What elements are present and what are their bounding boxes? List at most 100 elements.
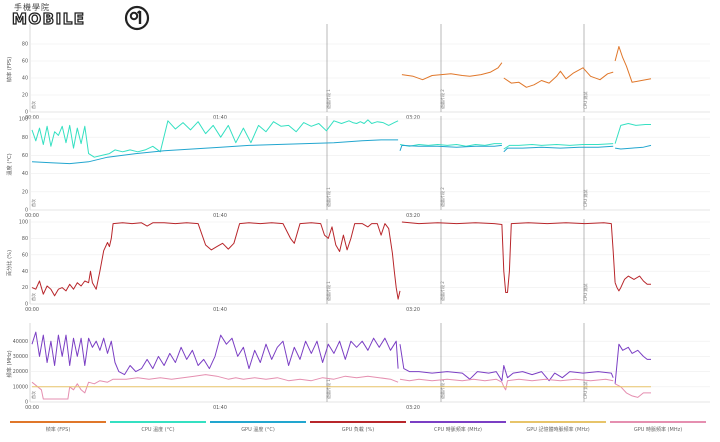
x-tick-label: 01:40	[213, 405, 227, 411]
series-line-gpu_freq	[614, 383, 651, 398]
legend-swatch	[510, 421, 606, 423]
y-axis-label: 溫度 (°C)	[5, 153, 13, 175]
series-line-cpu_temp	[614, 123, 651, 144]
legend-label: GPU 溫度 (°C)	[241, 427, 275, 433]
series-line-cpu_freq	[614, 343, 651, 384]
x-tick-label: 01:40	[213, 115, 227, 121]
watermark-subtitle: 手機學院	[14, 3, 50, 12]
phase-annotation: 首次	[30, 293, 36, 301]
y-tick-label: 80	[22, 135, 28, 141]
phase-annotation: 遊戲片段 1	[325, 187, 331, 207]
y-tick-label: 10000	[13, 384, 28, 390]
series-line-gpu_temp	[31, 139, 399, 165]
x-tick-label: 01:40	[213, 213, 227, 219]
phase-annotation: 遊戲片段 1	[325, 89, 331, 109]
series-line-gpu_temp	[615, 144, 652, 150]
phase-annotation: 遊戲片段 2	[439, 89, 445, 109]
phase-annotation: 遊戲片段 1	[325, 281, 331, 301]
series-line-usage	[31, 222, 401, 300]
phase-annotation: 首次	[30, 199, 36, 207]
x-tick-label: 00:00	[25, 405, 39, 411]
y-axis-label: 幀率 (FPS)	[5, 57, 13, 82]
y-tick-label: 40	[22, 269, 28, 275]
phase-annotation: 遊戲片段 2	[439, 379, 445, 399]
phase-annotation: 首次	[30, 101, 36, 109]
series-line-fps	[503, 67, 614, 88]
y-tick-label: 30000	[13, 354, 28, 360]
y-tick-label: 0	[25, 208, 28, 214]
legend-item[interactable]: GPU 時脈頻率 (MHz)	[610, 421, 706, 433]
series-line-gpu_temp	[503, 145, 614, 153]
legend-swatch	[310, 421, 406, 423]
series-line-fps	[401, 62, 503, 81]
y-tick-label: 40	[22, 171, 28, 177]
y-tick-label: 80	[22, 42, 28, 48]
phase-annotation: 遊戲片段 2	[439, 187, 445, 207]
mobile01-logo-icon	[124, 5, 150, 31]
series-line-gpu_freq	[399, 378, 614, 391]
x-tick-label: 03:20	[406, 213, 420, 219]
y-tick-label: 20	[22, 189, 28, 195]
series-line-gpu_temp	[399, 144, 502, 151]
x-tick-label: 03:20	[406, 115, 420, 121]
legend-label: CPU 時脈頻率 (MHz)	[434, 427, 482, 433]
y-tick-label: 40	[22, 76, 28, 82]
y-tick-label: 60	[22, 153, 28, 159]
series-line-cpu_temp	[399, 143, 502, 147]
legend-item[interactable]: GPU 記憶體時脈頻率 (MHz)	[510, 421, 606, 433]
legend-item[interactable]: CPU 溫度 (°C)	[110, 421, 206, 433]
legend-swatch	[410, 421, 506, 423]
chart-panel-2: 0 20 40 60 80 100 溫度 (°C) 00:00 01:40 03:20 首次 遊戲片段…	[5, 116, 710, 219]
legend-item[interactable]: CPU 時脈頻率 (MHz)	[410, 421, 506, 433]
x-tick-label: 00:00	[25, 213, 39, 219]
phase-annotation: CPU 測試	[582, 92, 588, 109]
y-tick-label: 100	[19, 220, 28, 226]
legend-swatch	[10, 421, 106, 423]
x-tick-label: 00:00	[25, 307, 39, 313]
series-line-usage	[401, 221, 616, 293]
legend-item[interactable]: 幀率 (FPS)	[10, 421, 106, 433]
x-tick-label: 03:20	[406, 405, 420, 411]
phase-annotation: 首次	[30, 391, 36, 399]
y-axis-label: 百分比 (%)	[5, 250, 13, 276]
x-tick-label: 01:40	[213, 307, 227, 313]
x-tick-label: 03:20	[406, 307, 420, 313]
phase-annotation: CPU 測試	[582, 382, 588, 399]
phase-annotation: 遊戲片段 2	[439, 281, 445, 301]
series-line-cpu_freq	[31, 331, 399, 376]
mobile01-watermark: 手機學院 MOBILE	[6, 1, 156, 31]
y-tick-label: 20000	[13, 369, 28, 375]
legend-label: GPU 時脈頻率 (MHz)	[633, 427, 683, 433]
phase-annotation: CPU 測試	[582, 284, 588, 301]
y-tick-label: 20	[22, 93, 28, 99]
phase-annotation: 遊戲片段 1	[325, 379, 331, 399]
series-line-cpu_freq	[399, 344, 614, 382]
chart-legend: 幀率 (FPS) CPU 溫度 (°C) GPU 溫度 (°C) GPU 負載 (%)…	[10, 421, 715, 441]
y-tick-label: 0	[25, 400, 28, 406]
legend-label: GPU 記憶體時脈頻率 (MHz)	[526, 427, 590, 433]
legend-swatch	[210, 421, 306, 423]
legend-item[interactable]: GPU 負載 (%)	[310, 421, 406, 433]
y-tick-label: 0	[25, 110, 28, 116]
legend-swatch	[610, 421, 706, 423]
y-axis-label: 頻率 (MHz)	[5, 350, 13, 377]
y-tick-label: 80	[22, 236, 28, 242]
legend-swatch	[110, 421, 206, 423]
phase-annotation: CPU 測試	[582, 190, 588, 207]
series-line-cpu_temp	[31, 119, 399, 158]
y-tick-label: 20	[22, 285, 28, 291]
watermark-logo-text: MOBILE	[11, 9, 86, 28]
legend-label: 幀率 (FPS)	[45, 427, 71, 433]
y-tick-label: 0	[25, 302, 28, 308]
chart-panel-1: 0 20 40 60 80 幀率 (FPS) 00:00 01:40 03:20 首次 遊戲片段 1…	[5, 24, 710, 121]
legend-label: GPU 負載 (%)	[341, 427, 375, 433]
legend-label: CPU 溫度 (°C)	[141, 427, 175, 433]
y-tick-label: 60	[22, 59, 28, 65]
series-line-cpu_temp	[503, 143, 614, 150]
legend-item[interactable]: GPU 溫度 (°C)	[210, 421, 306, 433]
series-line-fps	[614, 46, 652, 83]
y-tick-label: 60	[22, 252, 28, 258]
y-tick-label: 40000	[13, 339, 28, 345]
